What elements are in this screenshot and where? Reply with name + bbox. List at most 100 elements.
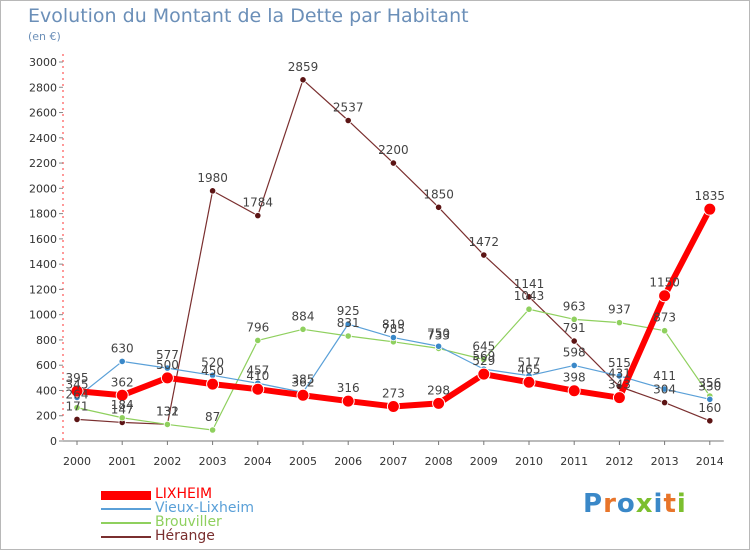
data-point-brouviller xyxy=(118,414,126,422)
y-tick-label: 400 xyxy=(36,384,57,397)
legend-label-vieux-lixheim: Vieux-Lixheim xyxy=(155,500,254,516)
data-label-brouviller: 884 xyxy=(292,309,315,323)
legend-swatch-herange xyxy=(101,536,151,538)
legend-swatch-vieux-lixheim xyxy=(101,508,151,510)
y-tick-label: 600 xyxy=(36,359,57,372)
logo-letter: x xyxy=(635,489,654,519)
data-label-lixheim: 529 xyxy=(472,354,495,368)
data-label-lixheim: 500 xyxy=(156,358,179,372)
x-tick-label: 2000 xyxy=(63,455,91,468)
data-point-brouviller xyxy=(525,305,533,313)
data-point-lixheim xyxy=(206,377,220,391)
data-label-vieux-lixheim: 520 xyxy=(201,355,224,369)
chart-title: Evolution du Montant de la Dette par Hab… xyxy=(28,5,469,27)
y-tick-label: 200 xyxy=(36,410,57,423)
data-point-lixheim xyxy=(522,375,536,389)
data-label-lixheim: 450 xyxy=(201,364,224,378)
data-label-herange: 2200 xyxy=(378,143,409,157)
legend-label-lixheim: LIXHEIM xyxy=(155,486,213,502)
data-point-herange xyxy=(660,398,669,407)
data-label-vieux-lixheim: 925 xyxy=(337,304,360,318)
y-tick-label: 1400 xyxy=(29,258,57,271)
data-label-herange: 791 xyxy=(563,321,586,335)
y-tick-label: 1800 xyxy=(29,208,57,221)
data-point-lixheim xyxy=(70,384,84,398)
data-point-herange xyxy=(299,76,307,84)
data-label-vieux-lixheim: 517 xyxy=(518,356,541,370)
data-label-lixheim: 465 xyxy=(518,362,541,376)
data-label-brouviller: 733 xyxy=(427,328,450,342)
y-tick-label: 2600 xyxy=(29,107,57,120)
data-label-brouviller: 785 xyxy=(382,322,405,336)
data-label-vieux-lixheim: 577 xyxy=(156,348,179,362)
x-tick-label: 2004 xyxy=(244,455,272,468)
data-label-vieux-lixheim: 457 xyxy=(246,363,269,377)
data-label-brouviller: 131 xyxy=(156,404,179,418)
data-label-herange: 2537 xyxy=(333,100,364,114)
data-label-brouviller: 1043 xyxy=(514,289,545,303)
data-label-lixheim: 1835 xyxy=(695,189,726,203)
data-point-vieux-lixheim xyxy=(434,342,443,350)
data-point-herange xyxy=(73,415,81,423)
data-label-lixheim: 1150 xyxy=(649,276,680,290)
series-lixheim xyxy=(70,202,717,414)
legend-item-lixheim: LIXHEIM xyxy=(101,486,321,502)
y-tick-label: 1200 xyxy=(29,283,57,296)
x-tick-label: 2002 xyxy=(153,455,181,468)
data-label-brouviller: 356 xyxy=(698,376,721,390)
x-tick-label: 2009 xyxy=(470,455,498,468)
logo-letter: i xyxy=(653,489,664,519)
logo-letter: P xyxy=(583,489,604,519)
data-label-lixheim: 298 xyxy=(427,383,450,397)
data-point-vieux-lixheim xyxy=(344,320,352,328)
legend-label-herange: Hérange xyxy=(155,528,215,544)
x-tick-label: 2005 xyxy=(289,455,317,468)
data-point-brouviller xyxy=(299,325,307,333)
x-tick-label: 2003 xyxy=(199,455,227,468)
data-label-brouviller: 184 xyxy=(111,398,134,412)
logo-letter: r xyxy=(603,489,617,519)
data-point-lixheim xyxy=(296,388,310,402)
legend-item-brouviller: Brouviller xyxy=(101,514,321,530)
x-tick-label: 2012 xyxy=(605,455,633,468)
legend-label-brouviller: Brouviller xyxy=(155,514,222,530)
proxiti-logo: Proxiti xyxy=(583,489,687,519)
series-layer xyxy=(70,76,717,434)
data-point-vieux-lixheim xyxy=(570,361,578,370)
data-point-lixheim xyxy=(251,382,265,396)
data-point-lixheim xyxy=(567,384,581,398)
data-point-brouviller xyxy=(209,426,217,434)
data-label-lixheim: 395 xyxy=(66,371,89,385)
data-point-brouviller xyxy=(480,355,488,364)
data-point-herange xyxy=(389,159,397,167)
data-label-brouviller: 873 xyxy=(653,311,676,325)
data-point-herange xyxy=(570,337,578,345)
data-point-vieux-lixheim xyxy=(118,357,126,366)
y-tick-label: 2800 xyxy=(29,81,57,94)
data-point-herange xyxy=(344,116,352,125)
data-label-herange: 1784 xyxy=(243,196,274,210)
data-point-lixheim xyxy=(432,396,446,410)
data-label-vieux-lixheim: 385 xyxy=(292,372,315,386)
data-point-vieux-lixheim xyxy=(660,385,669,393)
data-label-lixheim: 398 xyxy=(563,371,586,385)
data-label-brouviller: 264 xyxy=(66,388,89,402)
data-label-lixheim: 410 xyxy=(246,369,269,383)
data-label-herange: 1141 xyxy=(514,277,545,291)
data-point-brouviller xyxy=(163,420,171,429)
logo-letter: o xyxy=(616,489,636,519)
data-point-lixheim xyxy=(703,202,717,216)
series-vieux-lixheim xyxy=(73,320,714,403)
data-point-lixheim xyxy=(612,391,626,405)
x-tick-label: 2007 xyxy=(379,455,407,468)
data-point-herange xyxy=(480,251,488,259)
x-tick-label: 2013 xyxy=(651,455,679,468)
data-label-vieux-lixheim: 345 xyxy=(66,377,89,391)
data-point-vieux-lixheim xyxy=(389,333,397,342)
data-label-lixheim: 362 xyxy=(292,375,315,389)
data-label-vieux-lixheim: 598 xyxy=(563,345,586,359)
legend-item-vieux-lixheim: Vieux-Lixheim xyxy=(101,500,321,516)
y-tick-label: 2000 xyxy=(29,182,57,195)
data-label-vieux-lixheim: 819 xyxy=(382,318,405,332)
line-chart: 0 200 400 600 800 1000 1200 1400 1600 1800 2000 220… xyxy=(29,54,726,468)
